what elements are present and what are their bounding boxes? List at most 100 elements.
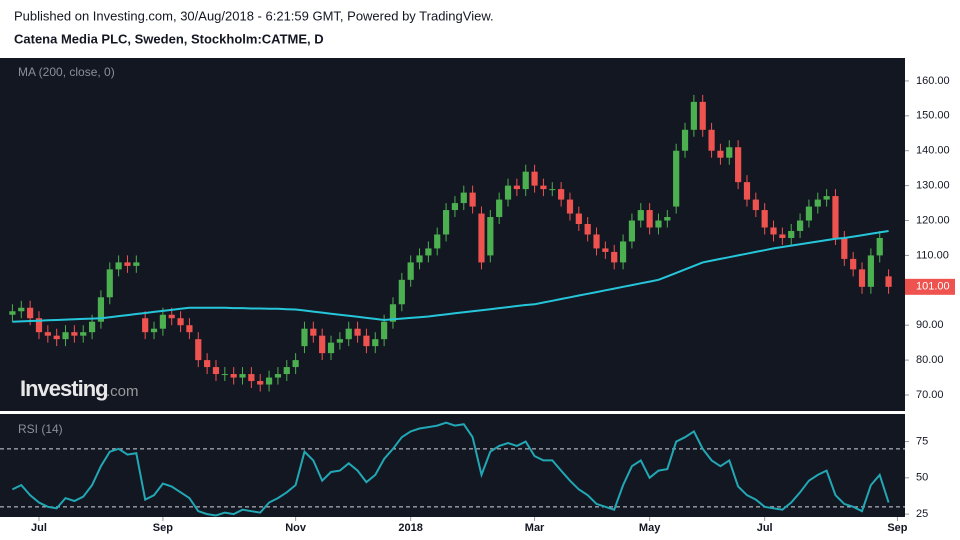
candle-body bbox=[124, 262, 131, 266]
candle-body bbox=[735, 147, 742, 183]
candle-body bbox=[469, 192, 476, 207]
candle-body bbox=[841, 237, 848, 259]
candle-body bbox=[27, 307, 34, 319]
y-tick-label: 80.00 bbox=[916, 354, 944, 366]
candle-body bbox=[805, 206, 813, 221]
candle-body bbox=[504, 185, 512, 200]
candle-body bbox=[681, 129, 689, 151]
candle-body bbox=[566, 199, 574, 214]
candle-body bbox=[186, 325, 193, 333]
candle-body bbox=[814, 199, 821, 207]
candle-body bbox=[71, 332, 78, 336]
y-tick-label: 25 bbox=[916, 508, 928, 520]
candle-body bbox=[88, 321, 96, 333]
candle-body bbox=[319, 335, 326, 354]
candle-body bbox=[832, 196, 839, 238]
price-panel bbox=[0, 58, 905, 411]
y-tick-label: 140.00 bbox=[916, 145, 950, 157]
y-tick-label: 160.00 bbox=[916, 75, 950, 87]
candle-body bbox=[487, 217, 494, 256]
last-price-box bbox=[905, 278, 955, 295]
candle-body bbox=[796, 220, 804, 231]
candle-body bbox=[876, 237, 883, 256]
candle-body bbox=[531, 171, 538, 186]
candle-body bbox=[611, 251, 618, 263]
y-tick-label: 150.00 bbox=[916, 110, 950, 122]
candle-body bbox=[35, 318, 43, 333]
candle-body bbox=[522, 171, 529, 190]
x-tick-label: Mar bbox=[525, 522, 545, 534]
x-tick-label: May bbox=[639, 522, 661, 534]
candle-body bbox=[9, 311, 16, 315]
candle-body bbox=[655, 220, 662, 228]
candle-body bbox=[513, 185, 520, 190]
candle-body bbox=[265, 377, 273, 385]
candle-body bbox=[372, 339, 379, 347]
candle-body bbox=[142, 318, 149, 333]
candle-body bbox=[80, 332, 87, 336]
candle-body bbox=[310, 328, 317, 336]
candle-body bbox=[301, 328, 308, 347]
candle-body bbox=[788, 230, 795, 238]
candle-body bbox=[230, 374, 237, 378]
candle-body bbox=[602, 248, 609, 252]
published-note: Published on Investing.com, 30/Aug/2018 … bbox=[14, 8, 494, 23]
candle-body bbox=[646, 210, 653, 228]
candle-body bbox=[478, 213, 485, 263]
candle-body bbox=[823, 196, 830, 200]
candle-body bbox=[850, 258, 857, 270]
candle-body bbox=[336, 339, 343, 343]
candle-body bbox=[354, 328, 361, 336]
candle-body bbox=[726, 147, 733, 158]
candle-body bbox=[619, 241, 627, 263]
x-tick-label: Jul bbox=[757, 522, 773, 534]
candle-body bbox=[451, 203, 459, 211]
candle-body bbox=[496, 199, 503, 218]
x-tick-label: Sep bbox=[887, 522, 907, 534]
candle-body bbox=[53, 335, 60, 340]
candle-body bbox=[398, 279, 405, 305]
y-tick-label: 120.00 bbox=[916, 214, 950, 226]
candle-body bbox=[885, 276, 892, 287]
candle-body bbox=[106, 269, 113, 298]
candle-body bbox=[381, 321, 388, 340]
candle-body bbox=[248, 374, 255, 382]
candle-body bbox=[62, 332, 69, 340]
candle-body bbox=[770, 227, 777, 235]
rsi-panel bbox=[0, 414, 905, 517]
candle-body bbox=[717, 150, 724, 158]
x-tick-label: Jul bbox=[31, 522, 47, 534]
x-tick-label: Sep bbox=[153, 522, 173, 534]
series-label: RSI (14) bbox=[18, 422, 63, 436]
candle-body bbox=[363, 335, 370, 347]
candle-body bbox=[690, 101, 697, 130]
candle-body bbox=[239, 374, 246, 378]
candle-body bbox=[442, 210, 450, 235]
candle-body bbox=[779, 234, 786, 238]
x-tick-label: Nov bbox=[285, 522, 307, 534]
candle-body bbox=[292, 360, 299, 368]
line-series bbox=[12, 230, 889, 323]
candle-body bbox=[159, 314, 166, 329]
candle-body bbox=[584, 224, 591, 235]
candle-body bbox=[177, 318, 184, 326]
candle-body bbox=[858, 269, 866, 287]
candle-body bbox=[212, 367, 220, 375]
candle-body bbox=[867, 255, 874, 287]
candle-body bbox=[44, 332, 51, 336]
candle-body bbox=[150, 328, 158, 333]
candle-body bbox=[664, 217, 671, 221]
candle-body bbox=[549, 189, 556, 191]
candle-body bbox=[257, 381, 264, 385]
candle-body bbox=[575, 213, 582, 225]
y-tick-label: 130.00 bbox=[916, 180, 950, 192]
series-label: MA (200, close, 0) bbox=[18, 65, 115, 79]
candle-body bbox=[115, 262, 122, 270]
candle-body bbox=[460, 192, 467, 204]
watermark-suffix: .com bbox=[106, 383, 139, 400]
candle-body bbox=[327, 342, 335, 354]
candle-body bbox=[283, 367, 290, 375]
y-tick-label: 110.00 bbox=[916, 249, 949, 261]
